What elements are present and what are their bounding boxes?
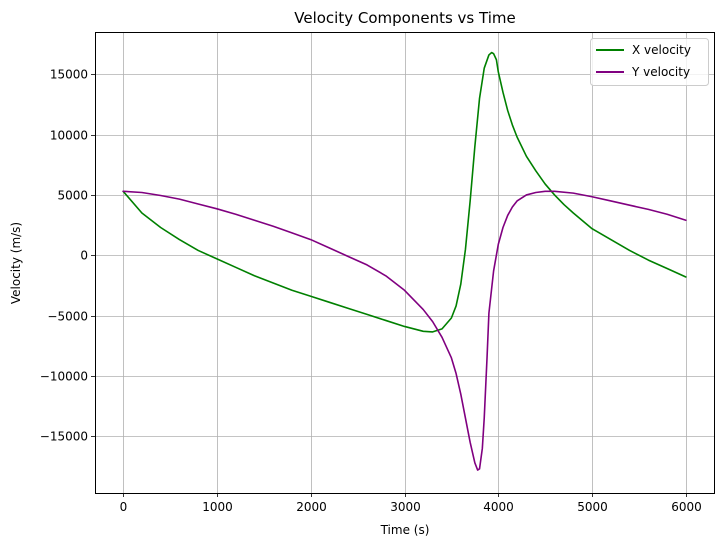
- y-tick-label: −10000: [40, 370, 88, 384]
- plot-frame: [95, 32, 715, 494]
- x-tick-label: 1000: [202, 500, 233, 514]
- y-axis-ticks: −15000 −10000 −5000 0 5000 10000 15000: [40, 68, 95, 444]
- y-axis-title: Velocity (m/s): [9, 222, 23, 304]
- x-tick-label: 2000: [296, 500, 327, 514]
- x-tick-label: 6000: [671, 500, 702, 514]
- y-tick-label: −15000: [40, 430, 88, 444]
- x-axis-ticks: 0 1000 2000 3000 4000 5000 6000: [120, 493, 702, 514]
- x-tick-label: 4000: [483, 500, 514, 514]
- x-axis-title: Time (s): [380, 523, 430, 537]
- y-tick-label: 5000: [57, 189, 88, 203]
- y-tick-label: 15000: [50, 68, 88, 82]
- y-tick-label: −5000: [47, 310, 88, 324]
- legend-label-x-velocity: X velocity: [632, 43, 691, 57]
- legend: X velocity Y velocity: [590, 38, 709, 86]
- legend-label-y-velocity: Y velocity: [631, 65, 690, 79]
- y-tick-label: 10000: [50, 129, 88, 143]
- series-line-x-velocity: [122, 51, 687, 333]
- x-tick-label: 5000: [577, 500, 608, 514]
- chart-title: Velocity Components vs Time: [294, 9, 515, 27]
- y-tick-label: 0: [80, 249, 88, 263]
- series-line-y-velocity: [122, 190, 687, 471]
- series-layer: [122, 51, 687, 471]
- x-tick-label: 0: [120, 500, 128, 514]
- grid: [95, 32, 714, 493]
- x-tick-label: 3000: [390, 500, 421, 514]
